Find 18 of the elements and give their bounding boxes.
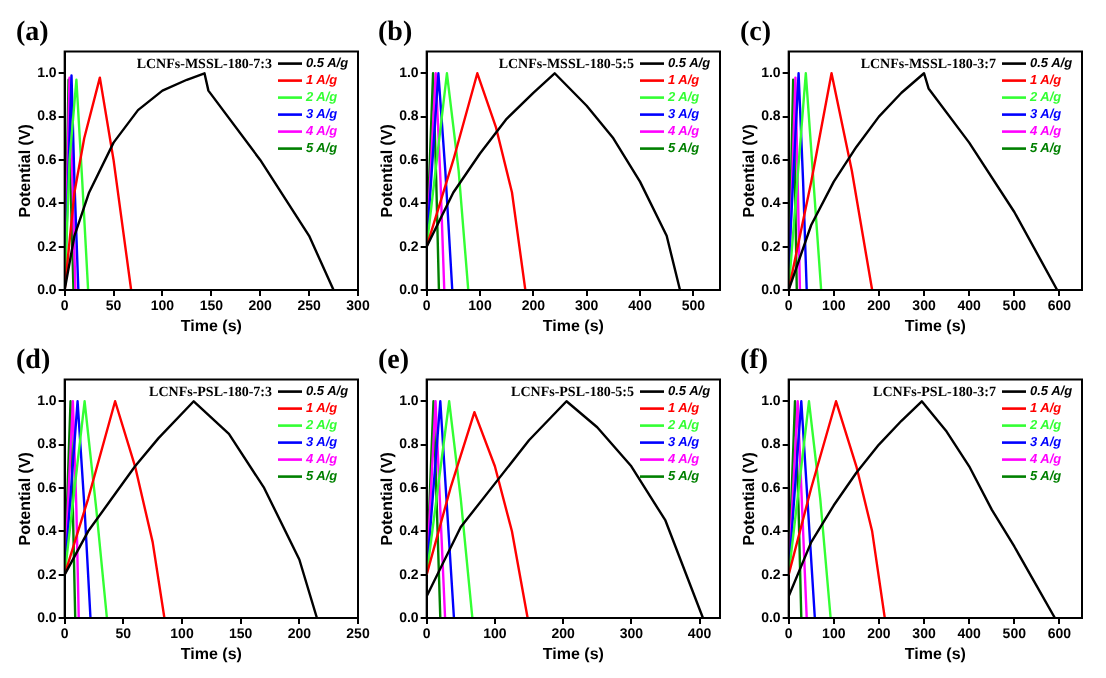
x-axis-title: Time (s) [904,644,967,663]
chart-title: (f) [740,346,769,377]
chart-title: (d) [16,346,51,377]
x-axis-title: Time (s) [180,644,243,663]
x-axis-title: Time (s) [542,644,605,663]
x-axis-title: Time (s) [180,316,243,335]
y-axis-title: Potential (V) [378,451,397,546]
chart-title: (c) [740,18,772,49]
y-axis-title: Potential (V) [16,451,35,546]
y-axis-title: Potential (V) [378,123,397,218]
x-axis-title: Time (s) [904,316,967,335]
chart-title: (e) [378,346,410,377]
y-axis-title: Potential (V) [740,451,759,546]
y-axis-title: Potential (V) [740,123,759,218]
y-axis-title: Potential (V) [16,123,35,218]
chart-title: (b) [378,18,413,49]
x-axis-title: Time (s) [542,316,605,335]
chart-title: (a) [16,18,50,49]
